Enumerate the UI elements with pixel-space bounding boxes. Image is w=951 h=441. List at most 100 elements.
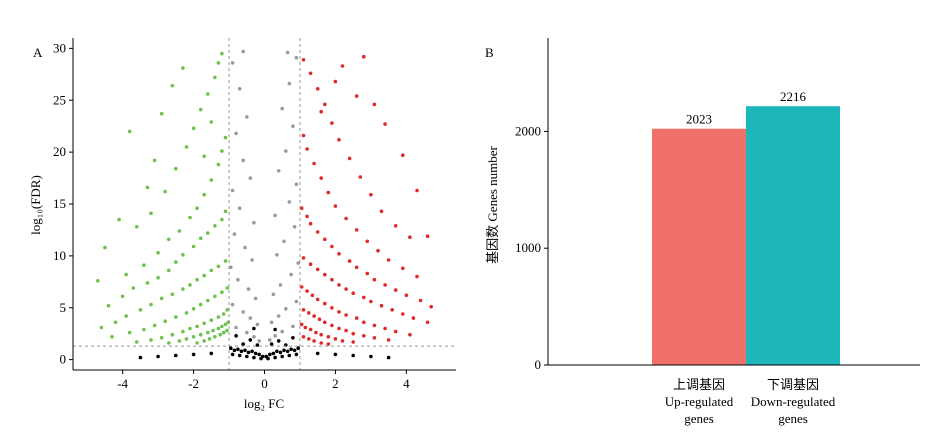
volcano-point-ns_dense-14 xyxy=(278,350,283,355)
bar-category-label-1-line-2: genes xyxy=(778,411,808,426)
volcano-point-up-85 xyxy=(314,330,318,335)
volcano-point-up-1 xyxy=(308,71,313,76)
volcano-point-down-61 xyxy=(206,298,210,303)
volcano-point-down-82 xyxy=(206,330,210,335)
volcano-point-up-77 xyxy=(344,328,348,333)
volcano-point-up-31 xyxy=(337,252,341,256)
volcano-point-ns-2 xyxy=(245,115,249,119)
volcano-point-up-98 xyxy=(383,122,387,126)
volcano-point-up-38 xyxy=(404,293,409,298)
y-tick-label: 30 xyxy=(53,40,66,55)
volcano-point-down-89 xyxy=(202,339,206,343)
volcano-point-ns_dense-48 xyxy=(252,326,256,331)
volcano-point-ns_dense-8 xyxy=(257,352,262,357)
volcano-point-up-100 xyxy=(415,188,419,193)
volcano-point-ns-4 xyxy=(241,158,245,163)
volcano-point-up-34 xyxy=(365,271,370,276)
volcano-point-up-11 xyxy=(408,235,412,239)
bar-category-label-0-line-2: genes xyxy=(684,411,714,426)
volcano-point-ns_dense-18 xyxy=(292,348,297,353)
volcano-point-ns-15 xyxy=(253,296,258,301)
volcano-y-axis-title: log₁₀(FDR) xyxy=(28,175,43,235)
volcano-point-ns-25 xyxy=(287,81,292,86)
volcano-x-ticks: -4 -2 0 2 4 xyxy=(117,370,410,391)
volcano-point-down-52 xyxy=(110,335,114,339)
volcano-point-ns_dense-21 xyxy=(237,353,242,358)
volcano-point-up-6 xyxy=(347,156,352,161)
volcano-point-down-45 xyxy=(181,287,185,291)
volcano-point-ns_dense-25 xyxy=(266,356,270,361)
volcano-point-down-12 xyxy=(124,272,128,277)
panel-b-label: B xyxy=(485,45,494,60)
volcano-point-ns_dense-35 xyxy=(315,351,320,356)
volcano-point-ns-20 xyxy=(234,325,238,330)
volcano-point-up-91 xyxy=(301,335,306,339)
volcano-point-ns-13 xyxy=(236,277,240,282)
volcano-point-ns-49 xyxy=(285,50,290,55)
volcano-point-down-9 xyxy=(213,75,217,80)
volcano-point-down-30 xyxy=(174,260,178,264)
volcano-point-ns-8 xyxy=(252,220,256,225)
volcano-point-down-3 xyxy=(163,189,167,194)
y-tick-label: 25 xyxy=(53,92,66,107)
bar-y-tick-label: 0 xyxy=(535,357,542,372)
volcano-point-down-25 xyxy=(120,294,125,299)
volcano-point-down-95 xyxy=(127,129,132,134)
volcano-point-down-96 xyxy=(152,158,157,163)
y-tick-label: 0 xyxy=(60,352,67,367)
volcano-point-ns_dense-17 xyxy=(289,347,293,352)
volcano-point-up-16 xyxy=(326,190,331,195)
volcano-point-down-60 xyxy=(198,302,203,307)
volcano-point-up-4 xyxy=(330,121,334,125)
volcano-point-down-39 xyxy=(113,320,118,325)
volcano-point-down-99 xyxy=(145,185,150,190)
volcano-point-ns_dense-43 xyxy=(269,342,274,346)
volcano-point-ns-47 xyxy=(268,338,272,342)
volcano-point-up-3 xyxy=(323,102,327,107)
volcano-point-up-80 xyxy=(372,336,377,340)
volcano-point-ns-29 xyxy=(276,169,281,173)
volcano-point-down-21 xyxy=(216,162,221,167)
volcano-point-down-98 xyxy=(103,245,107,250)
volcano-point-down-56 xyxy=(163,319,167,324)
volcano-point-down-44 xyxy=(170,292,175,297)
volcano-point-up-42 xyxy=(308,262,313,267)
x-tick-label: 4 xyxy=(403,376,410,391)
volcano-point-ns-3 xyxy=(234,131,238,136)
bar-category-label-0-line-0: 上调基因 xyxy=(673,377,725,392)
volcano-point-down-15 xyxy=(167,237,171,242)
volcano-point-ns_dense-15 xyxy=(282,348,286,353)
volcano-point-ns-5 xyxy=(248,176,253,180)
volcano-point-up-75 xyxy=(330,323,334,328)
volcano-point-up-15 xyxy=(319,176,324,180)
volcano-point-down-46 xyxy=(188,283,192,287)
volcano-point-down-18 xyxy=(195,206,199,210)
volcano-point-up-81 xyxy=(386,338,391,342)
volcano-point-down-66 xyxy=(149,338,153,342)
volcano-point-down-33 xyxy=(198,236,203,240)
volcano-point-up-44 xyxy=(323,272,327,277)
volcano-point-up-47 xyxy=(344,287,348,291)
volcano-point-up-92 xyxy=(307,337,311,341)
bar-0 xyxy=(652,128,746,365)
volcano-point-ns-9 xyxy=(232,232,237,236)
volcano-point-up-83 xyxy=(303,325,308,330)
volcano-point-up-10 xyxy=(393,224,398,228)
volcano-point-ns-28 xyxy=(284,149,288,153)
volcano-point-down-16 xyxy=(177,229,182,233)
volcano-point-up-22 xyxy=(386,258,391,262)
x-tick-label: -2 xyxy=(188,376,199,391)
volcano-point-up-84 xyxy=(308,327,313,332)
volcano-point-ns_dense-49 xyxy=(273,327,277,332)
volcano-point-down-49 xyxy=(209,268,214,273)
volcano-point-ns_dense-38 xyxy=(369,354,373,359)
volcano-point-up-33 xyxy=(354,265,359,270)
volcano-point-ns_dense-40 xyxy=(241,342,245,346)
volcano-point-up-55 xyxy=(425,320,430,325)
volcano-point-ns-32 xyxy=(273,213,277,218)
volcano-point-up-13 xyxy=(305,147,309,151)
volcano-point-down-34 xyxy=(206,231,210,235)
volcano-point-up-54 xyxy=(411,316,416,320)
volcano-point-down-83 xyxy=(211,328,215,333)
